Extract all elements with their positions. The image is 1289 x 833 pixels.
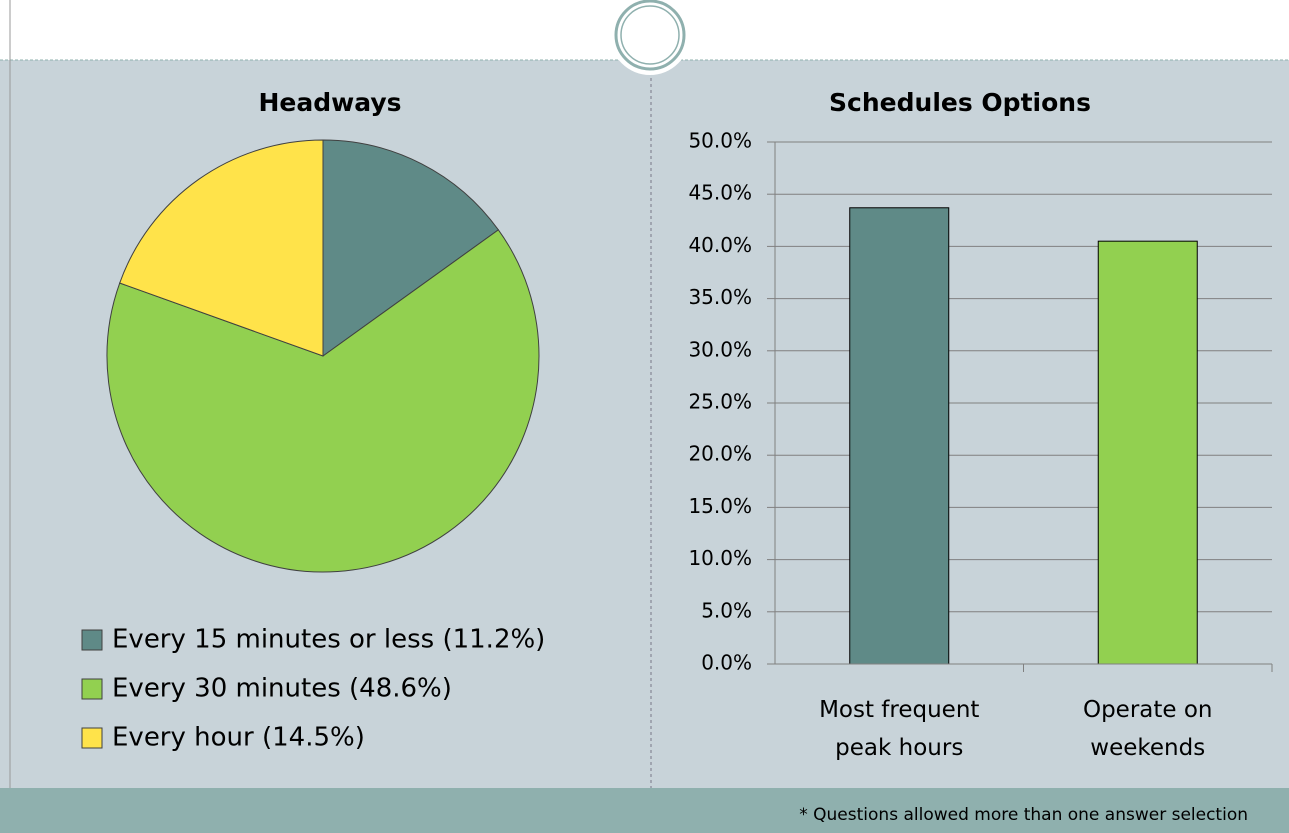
pie-slice: [119, 139, 324, 357]
y-tick-label: 10.0%: [688, 546, 752, 570]
y-tick-label: 30.0%: [688, 337, 752, 361]
legend-swatch: [81, 678, 103, 700]
ornament: [614, 0, 686, 71]
y-tick-label: 25.0%: [688, 390, 752, 414]
legend-label: Every 15 minutes or less (11.2%): [112, 625, 545, 655]
x-tick-label: Operate on weekends: [1082, 697, 1213, 761]
chart-title: Headways: [258, 88, 401, 117]
y-tick-label: 20.0%: [688, 442, 752, 466]
x-tick-label: Most frequent peak hours: [819, 697, 980, 761]
y-tick-label: 0.0%: [701, 651, 752, 675]
bar: [1097, 240, 1198, 665]
y-tick-label: 15.0%: [688, 494, 752, 518]
y-tick-label: 45.0%: [688, 181, 752, 205]
legend-label: Every 30 minutes (48.6%): [112, 674, 452, 704]
ornament: [620, 5, 680, 65]
pie-slice: [106, 229, 540, 573]
legend-swatch: [81, 727, 103, 749]
legend-label: Every hour (14.5%): [112, 723, 365, 753]
y-tick-label: 35.0%: [688, 285, 752, 309]
footer-band: [0, 788, 1289, 833]
y-tick-label: 40.0%: [688, 233, 752, 257]
pie-slice: [322, 139, 500, 357]
footnote: * Questions allowed more than one answer…: [799, 805, 1248, 825]
y-tick-label: 50.0%: [688, 129, 752, 153]
y-tick-label: 5.0%: [701, 598, 752, 622]
chart-title: Schedules Options: [829, 88, 1091, 117]
bar: [849, 207, 950, 665]
legend-swatch: [81, 629, 103, 651]
